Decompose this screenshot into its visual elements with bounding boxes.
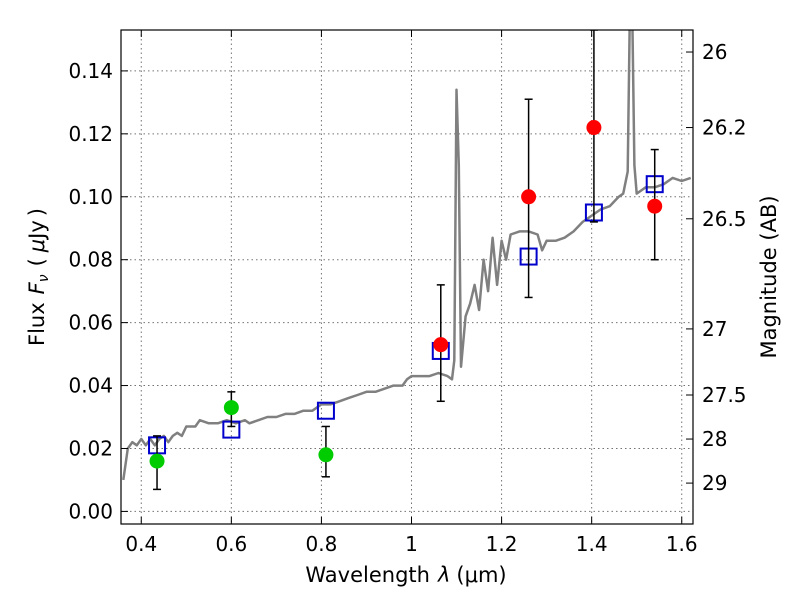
y-axis-right-label: Magnitude (AB) xyxy=(757,195,781,358)
x-tick-label: 1.4 xyxy=(576,532,608,556)
observed-point-marker xyxy=(433,337,449,353)
axis-ticks: 0.4 0.6 0.8 1 1.2 1.4 1.6 0.00 0.02 0.04 0.06 0.08 0… xyxy=(68,30,747,556)
y-tick-label: 0.08 xyxy=(68,248,113,272)
y-tick-label: 0.06 xyxy=(68,311,113,335)
magnitude-tick-label: 26.5 xyxy=(702,207,747,231)
magnitude-tick-label: 26.2 xyxy=(702,116,747,140)
x-tick-label: 1 xyxy=(405,532,418,556)
model-spectrum-line xyxy=(122,30,692,481)
observed-point-marker xyxy=(521,189,537,205)
observed-point-marker xyxy=(318,447,334,463)
model-square-marker xyxy=(316,401,335,420)
magnitude-tick-label: 28 xyxy=(702,427,727,451)
x-axis-label: Wavelength λ (μm) xyxy=(305,563,506,587)
grid xyxy=(121,30,693,524)
observed-point-marker xyxy=(149,453,165,469)
magnitude-tick-label: 29 xyxy=(702,471,727,495)
x-tick-label: 0.4 xyxy=(125,532,157,556)
x-tick-label: 1.6 xyxy=(666,532,698,556)
magnitude-tick-label: 26 xyxy=(702,40,727,64)
x-tick-label: 0.6 xyxy=(215,532,247,556)
x-tick-label: 0.8 xyxy=(306,532,338,556)
plot-frame xyxy=(120,29,694,525)
y-tick-label: 0.12 xyxy=(68,122,113,146)
observed-point-marker xyxy=(223,400,239,416)
magnitude-tick-label: 27 xyxy=(702,317,727,341)
plot-area xyxy=(121,30,693,524)
y-tick-label: 0.00 xyxy=(68,499,113,523)
observed-point-marker xyxy=(647,198,663,214)
y-tick-label: 0.10 xyxy=(68,185,113,209)
y-tick-label: 0.14 xyxy=(68,59,113,83)
data-layer xyxy=(122,30,692,491)
magnitude-tick-label: 27.5 xyxy=(702,383,747,407)
x-tick-label: 1.2 xyxy=(486,532,518,556)
y-axis-left-label: FluxFν(μJy) xyxy=(25,208,52,346)
y-tick-label: 0.02 xyxy=(68,436,113,460)
observed-point-marker xyxy=(586,120,602,136)
y-tick-label: 0.04 xyxy=(68,374,113,398)
